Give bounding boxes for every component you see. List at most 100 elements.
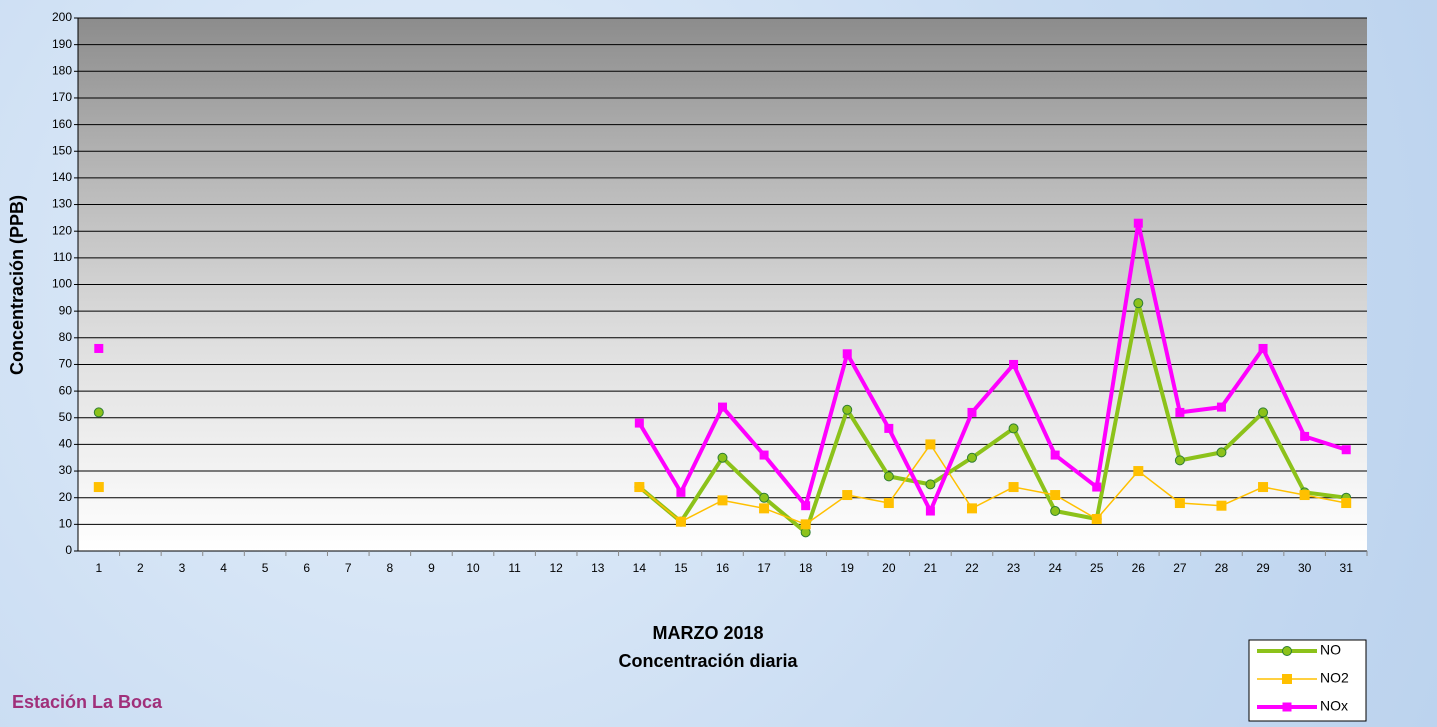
data-point (842, 490, 853, 501)
data-point (93, 407, 104, 418)
data-point (883, 498, 894, 509)
data-point (717, 452, 728, 463)
x-tick-label: 20 (882, 561, 896, 575)
data-point (1216, 500, 1227, 511)
data-point (717, 495, 728, 506)
data-point (93, 482, 104, 493)
y-tick-label: 190 (52, 37, 72, 51)
series-line (638, 443, 1347, 526)
y-tick-label: 20 (59, 490, 73, 504)
data-point (1133, 218, 1143, 228)
data-point (1258, 343, 1268, 353)
data-point (759, 503, 770, 514)
x-tick-label: 3 (179, 561, 186, 575)
data-point (1300, 431, 1310, 441)
data-point (1133, 298, 1144, 309)
data-point (1009, 359, 1019, 369)
y-tick-label: 170 (52, 90, 72, 104)
x-tick-label: 15 (674, 561, 688, 575)
data-point (1050, 450, 1060, 460)
y-tick-label: 30 (59, 463, 73, 477)
x-tick-label: 9 (428, 561, 435, 575)
x-tick-label: 21 (924, 561, 938, 575)
chart-subtitle: Concentración diaria (618, 651, 798, 671)
x-tick-label: 22 (965, 561, 979, 575)
x-tick-label: 31 (1340, 561, 1354, 575)
x-tick-label: 16 (716, 561, 730, 575)
data-point (1341, 445, 1351, 455)
y-tick-label: 80 (59, 330, 73, 344)
data-point (842, 404, 853, 415)
y-tick-label: 150 (52, 143, 72, 157)
x-tick-label: 10 (466, 561, 480, 575)
legend-marker (1282, 674, 1292, 684)
series-line (638, 301, 1347, 535)
series-line (637, 221, 1347, 514)
y-axis-label: Concentración (PPB) (7, 195, 27, 375)
chart-title: MARZO 2018 (652, 623, 763, 643)
x-tick-label: 25 (1090, 561, 1104, 575)
data-point (1175, 407, 1185, 417)
data-point (1174, 498, 1185, 509)
data-point (94, 343, 104, 353)
data-point (676, 487, 686, 497)
data-point (718, 402, 727, 412)
x-tick-label: 17 (757, 561, 771, 575)
x-tick-label: 23 (1007, 561, 1021, 575)
data-point (883, 471, 894, 482)
annotation: Estación La Boca (12, 692, 163, 712)
y-tick-label: 10 (59, 517, 73, 531)
data-point (1133, 466, 1144, 477)
x-tick-label: 11 (508, 561, 521, 575)
data-point (966, 452, 977, 463)
y-tick-label: 140 (52, 170, 72, 184)
legend-label: NO2 (1320, 670, 1349, 686)
legend-label: NOx (1320, 698, 1348, 714)
data-point (1258, 482, 1269, 493)
legend-label: NO (1320, 642, 1341, 658)
data-point (801, 501, 811, 511)
data-point (1258, 407, 1269, 418)
data-point (1174, 455, 1185, 466)
y-tick-label: 180 (52, 63, 72, 77)
data-point (842, 349, 852, 359)
y-tick-label: 110 (53, 250, 72, 264)
y-tick-label: 160 (52, 117, 72, 131)
x-tick-label: 19 (841, 561, 855, 575)
data-point (967, 407, 977, 417)
data-point (759, 450, 769, 460)
y-tick-label: 40 (59, 437, 73, 451)
data-point (1299, 490, 1310, 501)
data-point (634, 482, 645, 493)
x-tick-label: 14 (633, 561, 647, 575)
legend-marker (1282, 646, 1292, 656)
y-tick-label: 50 (59, 410, 73, 424)
data-point (634, 418, 644, 428)
legend-marker (1282, 702, 1292, 712)
data-point (1092, 482, 1102, 492)
x-tick-label: 27 (1173, 561, 1187, 575)
data-point (675, 516, 686, 527)
data-point (1050, 490, 1061, 501)
x-tick-label: 8 (387, 561, 394, 575)
x-tick-label: 26 (1132, 561, 1146, 575)
y-tick-label: 200 (52, 10, 72, 24)
y-tick-label: 70 (59, 357, 73, 371)
y-tick-label: 100 (52, 277, 72, 291)
x-tick-label: 6 (303, 561, 310, 575)
y-tick-label: 0 (65, 543, 72, 557)
x-tick-label: 5 (262, 561, 269, 575)
x-tick-label: 18 (799, 561, 813, 575)
data-point (1008, 423, 1019, 434)
y-tick-label: 120 (52, 223, 72, 237)
data-point (925, 439, 936, 450)
y-tick-label: 60 (59, 383, 73, 397)
x-tick-label: 30 (1298, 561, 1312, 575)
x-tick-label: 24 (1048, 561, 1062, 575)
x-tick-label: 1 (95, 561, 102, 575)
data-point (925, 479, 936, 490)
data-point (1050, 506, 1061, 517)
data-point (1341, 498, 1352, 509)
